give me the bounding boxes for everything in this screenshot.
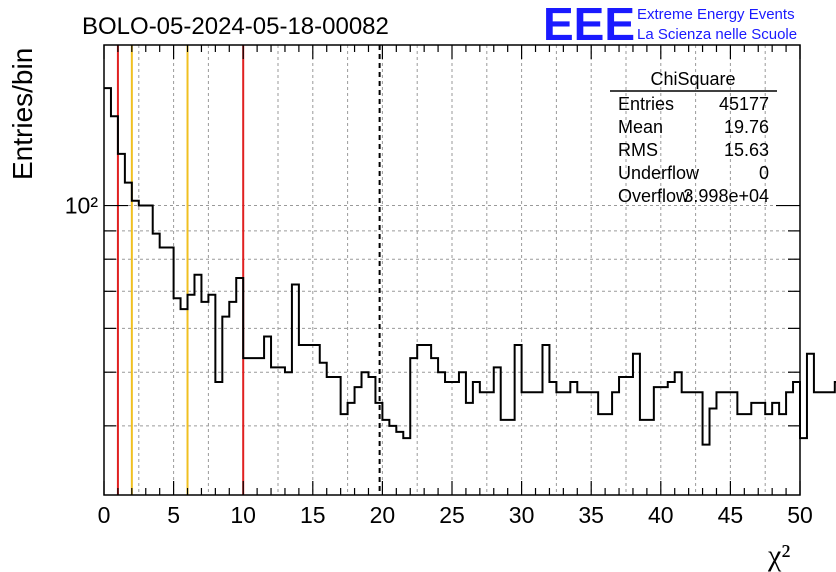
x-tick-label: 45 — [718, 502, 744, 528]
x-tick-label: 10 — [230, 502, 256, 528]
stats-label-underflow: Underflow — [618, 163, 700, 183]
histogram-series — [104, 87, 836, 446]
axes — [103, 44, 801, 496]
stats-label-entries: Entries — [618, 94, 674, 114]
stats-title: ChiSquare — [650, 69, 735, 89]
stats-label-overflow: Overflow — [618, 186, 690, 206]
x-tick-label: 20 — [370, 502, 396, 528]
stats-box: ChiSquare Entries 45177 Mean 19.76 RMS 1… — [610, 69, 777, 206]
stats-value-rms: 15.63 — [724, 140, 769, 160]
x-tick-label: 5 — [167, 502, 180, 528]
stats-label-mean: Mean — [618, 117, 663, 137]
stats-label-rms: RMS — [618, 140, 658, 160]
x-tick-label: 0 — [98, 502, 111, 528]
chart-title: BOLO-05-2024-05-18-00082 — [82, 13, 389, 40]
grid-lines — [104, 45, 800, 495]
tick-labels: 0 5 10 15 20 25 30 35 40 45 50 10² — [65, 193, 813, 528]
stats-value-mean: 19.76 — [724, 117, 769, 137]
x-tick-label: 35 — [578, 502, 604, 528]
x-tick-label: 40 — [648, 502, 674, 528]
x-tick-label: 30 — [509, 502, 535, 528]
threshold-lines — [116, 45, 381, 495]
y-tick-label: 10² — [65, 193, 99, 219]
logo-line-2: La Scienza nelle Scuole — [637, 26, 797, 43]
x-tick-label: 15 — [300, 502, 326, 528]
stats-value-overflow: 3.998e+04 — [683, 186, 769, 206]
logo-line-1: Extreme Energy Events — [637, 6, 795, 23]
x-tick-label: 50 — [787, 502, 813, 528]
eee-logo: EEE — [543, 0, 635, 50]
y-axis-label: Entries/bin — [7, 48, 38, 180]
x-axis-label: χ² — [767, 539, 790, 572]
stats-value-entries: 45177 — [719, 94, 769, 114]
stats-value-underflow: 0 — [759, 163, 769, 183]
x-tick-label: 25 — [439, 502, 465, 528]
